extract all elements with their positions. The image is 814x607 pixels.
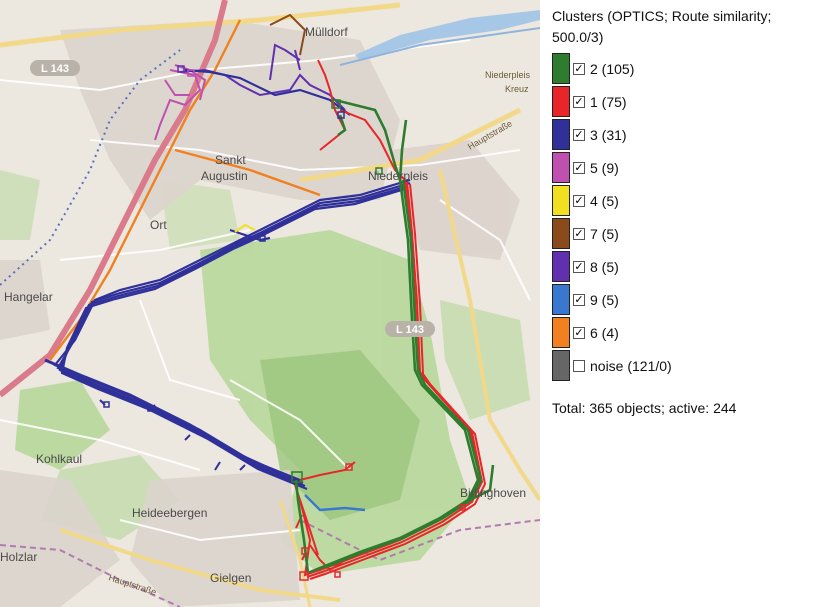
legend-swatch	[552, 53, 570, 84]
legend-checkbox[interactable]: ✓	[573, 326, 585, 339]
main-roads	[0, 2, 540, 607]
legend-checkbox[interactable]: ✓	[573, 62, 585, 75]
legend-label: 4 (5)	[590, 192, 619, 209]
road-label-niederpleis-corner: Niederpleis	[485, 70, 531, 80]
legend-swatch	[552, 251, 570, 282]
legend-swatch	[552, 119, 570, 150]
place-heideebergen: Heideebergen	[132, 506, 207, 520]
legend-swatch	[552, 86, 570, 117]
place-holzlar: Holzlar	[0, 550, 37, 564]
legend-checkbox[interactable]: ✓	[573, 293, 585, 306]
dark-forest	[260, 350, 420, 520]
place-mulldorf: Mülldorf	[305, 25, 348, 39]
legend-checkbox[interactable]: ✓	[573, 95, 585, 108]
legend-label: noise (121/0)	[590, 357, 672, 374]
legend-item-cluster-8: ✓ 8 (5)	[552, 250, 810, 283]
svg-text:L 143: L 143	[41, 63, 69, 75]
legend-item-cluster-3: ✓ 3 (31)	[552, 118, 810, 151]
cluster-3-routes	[44, 68, 411, 491]
legend-checkbox[interactable]	[573, 359, 585, 372]
legend-items: ✓ 2 (105) ✓ 1 (75) ✓ 3 (31) ✓ 5 (9) ✓ 4 …	[552, 52, 810, 382]
legend-item-cluster-4: ✓ 4 (5)	[552, 184, 810, 217]
place-ort: Ort	[150, 218, 167, 232]
legend-label: 9 (5)	[590, 291, 619, 308]
legend-item-noise: noise (121/0)	[552, 349, 810, 382]
legend-label: 5 (9)	[590, 159, 619, 176]
cluster-legend: Clusters (OPTICS; Route similarity; 500.…	[552, 6, 810, 416]
legend-swatch	[552, 350, 570, 381]
legend-swatch	[552, 218, 570, 249]
legend-label: 2 (105)	[590, 60, 635, 77]
legend-item-cluster-2: ✓ 2 (105)	[552, 52, 810, 85]
legend-label: 3 (31)	[590, 126, 627, 143]
place-hangelar: Hangelar	[4, 290, 53, 304]
road-badge-l143-mid: L 143	[385, 321, 435, 337]
highway	[0, 0, 228, 398]
legend-checkbox[interactable]: ✓	[573, 194, 585, 207]
legend-item-cluster-5: ✓ 5 (9)	[552, 151, 810, 184]
cluster-2-routes	[294, 98, 495, 575]
svg-text:L 143: L 143	[396, 324, 424, 336]
legend-checkbox[interactable]: ✓	[573, 161, 585, 174]
place-gielgen: Gielgen	[210, 571, 251, 585]
place-augustin: Augustin	[201, 169, 248, 183]
legend-checkbox[interactable]: ✓	[573, 227, 585, 240]
road-label-kreuz: Kreuz	[505, 84, 529, 94]
place-birlinghoven: Birlinghoven	[460, 486, 526, 500]
place-kohlkaul: Kohlkaul	[36, 452, 82, 466]
legend-label: 8 (5)	[590, 258, 619, 275]
legend-item-cluster-6: ✓ 6 (4)	[552, 316, 810, 349]
legend-label: 7 (5)	[590, 225, 619, 242]
legend-label: 6 (4)	[590, 324, 619, 341]
legend-swatch	[552, 152, 570, 183]
boundary-dashed	[299, 519, 540, 562]
legend-label: 1 (75)	[590, 93, 627, 110]
railway-dotted	[0, 49, 181, 286]
legend-title: Clusters (OPTICS; Route similarity; 500.…	[552, 8, 772, 45]
place-niederpleis: Niederpleis	[368, 169, 428, 183]
place-sankt: Sankt	[215, 153, 246, 167]
legend-swatch	[552, 317, 570, 348]
map-canvas: L 143 L 143 Hauptstraße Hauptstraße Nied…	[0, 0, 540, 607]
legend-item-cluster-9: ✓ 9 (5)	[552, 283, 810, 316]
cluster-5-routes	[154, 64, 207, 141]
river	[355, 10, 540, 60]
cluster-7-routes	[269, 13, 307, 56]
legend-swatch	[552, 284, 570, 315]
legend-total: Total: 365 objects; active: 244	[552, 400, 737, 416]
cluster-4-routes	[234, 223, 256, 233]
legend-checkbox[interactable]: ✓	[573, 128, 585, 141]
legend-checkbox[interactable]: ✓	[573, 260, 585, 273]
river-line	[339, 27, 540, 66]
legend-item-cluster-1: ✓ 1 (75)	[552, 85, 810, 118]
boundary-dashed-2	[0, 544, 181, 607]
cluster-9-routes	[304, 494, 366, 512]
legend-swatch	[552, 185, 570, 216]
legend-item-cluster-7: ✓ 7 (5)	[552, 217, 810, 250]
map-view[interactable]: L 143 L 143 Hauptstraße Hauptstraße Nied…	[0, 0, 540, 607]
road-badge-l143-top: L 143	[30, 60, 80, 76]
cluster-markers	[103, 65, 466, 581]
